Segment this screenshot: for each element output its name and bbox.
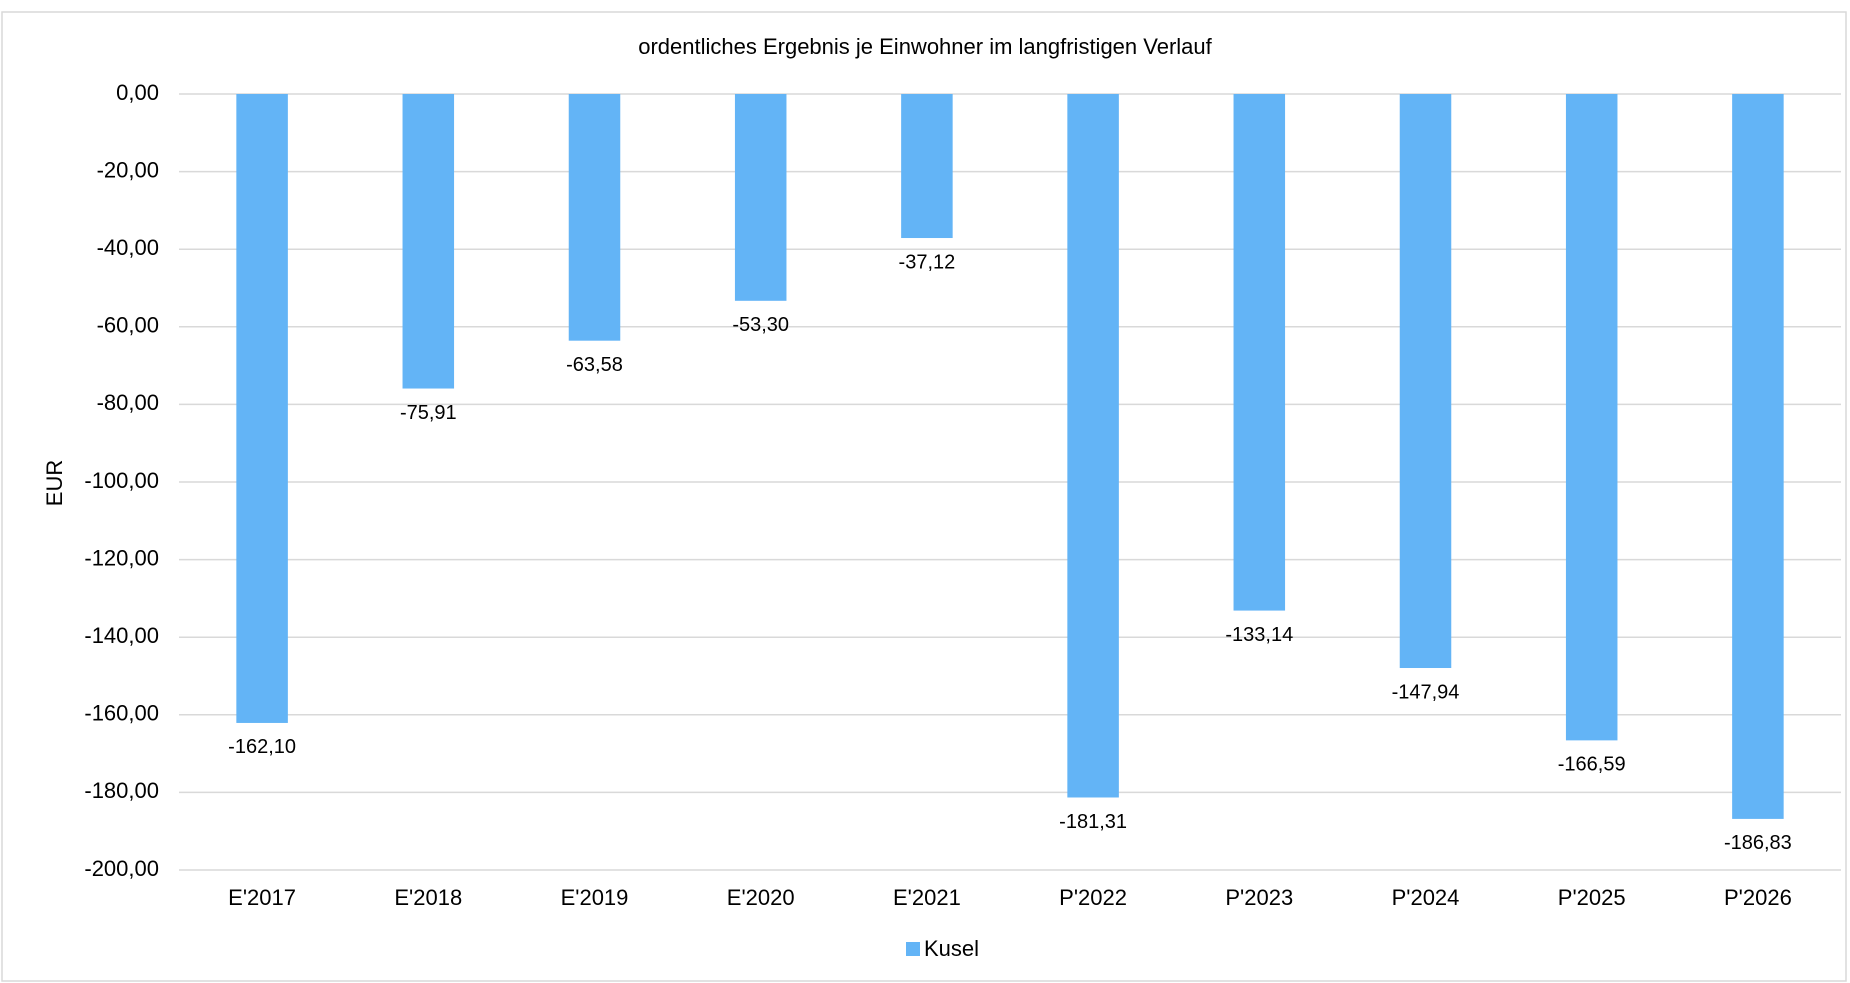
x-tick-label: E'2018 [394,885,462,910]
bar [1565,94,1618,741]
x-tick-label: E'2021 [893,885,961,910]
bar [1067,94,1119,798]
chart-title: ordentliches Ergebnis je Einwohner im la… [638,34,1212,59]
x-tick-label: E'2019 [561,885,629,910]
data-label: -75,91 [400,402,457,424]
legend-label: Kusel [924,936,979,961]
bar [1233,94,1286,611]
x-tick-label: P'2024 [1392,885,1460,910]
bar [402,94,455,389]
x-tick-label: E'2020 [727,885,795,910]
data-label: -162,10 [228,736,296,758]
y-tick-label: -120,00 [84,545,159,570]
bar [1732,94,1784,819]
y-tick-label: 0,00 [116,80,159,105]
data-label: -133,14 [1225,624,1293,646]
data-label: -186,83 [1724,832,1792,854]
y-tick-label: -140,00 [84,623,159,648]
data-label: -53,30 [732,314,789,336]
x-tick-label: P'2023 [1225,885,1293,910]
data-label: -63,58 [566,354,623,376]
y-tick-label: -60,00 [97,313,159,338]
x-tick-label: P'2025 [1558,885,1626,910]
y-tick-label: -80,00 [97,390,159,415]
y-tick-label: -200,00 [84,856,159,881]
bar [1399,94,1452,669]
data-label: -147,94 [1392,681,1460,703]
bar [734,94,787,301]
bar [568,94,621,341]
y-tick-label: -40,00 [97,235,159,260]
y-tick-label: -100,00 [84,468,159,493]
data-label: -166,59 [1558,754,1626,776]
y-axis-label: EUR [42,460,67,506]
legend-swatch [906,942,920,956]
data-label: -181,31 [1059,811,1127,833]
bar [901,94,953,239]
y-tick-label: -160,00 [84,701,159,726]
data-label: -37,12 [899,251,956,273]
x-tick-label: P'2022 [1059,885,1127,910]
x-tick-label: E'2017 [228,885,296,910]
y-tick-label: -20,00 [97,157,159,182]
y-tick-label: -180,00 [84,778,159,803]
bar [236,94,288,723]
x-tick-label: P'2026 [1724,885,1792,910]
